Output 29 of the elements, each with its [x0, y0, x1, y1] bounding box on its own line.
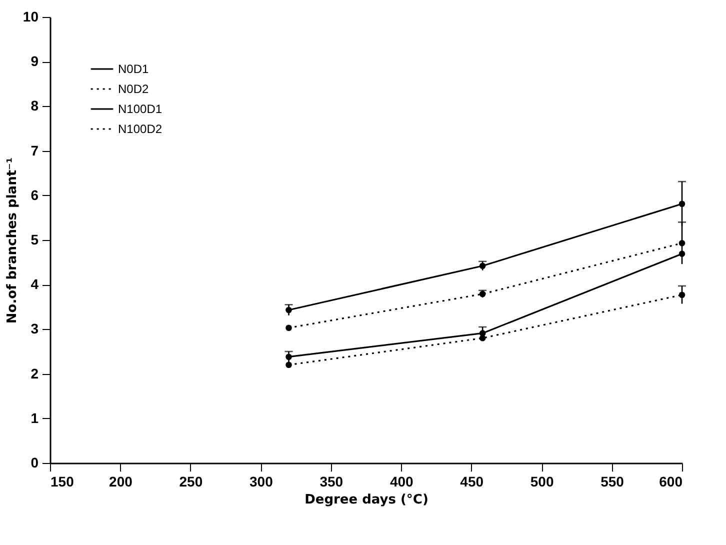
y-tick-label: 4	[30, 276, 39, 292]
x-tick-label: 550	[600, 474, 624, 490]
y-tick-label: 3	[30, 320, 39, 337]
y-tick-label: 10	[22, 8, 39, 24]
legend-label: N0D1	[118, 62, 150, 76]
y-tick-label: 1	[30, 410, 39, 426]
y-axis-title: No.of branches plant⁻¹	[4, 157, 20, 324]
legend-label: N100D2	[118, 122, 162, 136]
x-tick-label: 200	[109, 474, 133, 490]
y-tick-label: 8	[30, 98, 39, 114]
y-tick-label: 6	[30, 186, 39, 203]
x-tick-label: 350	[320, 474, 344, 490]
x-tick-label: 300	[249, 474, 274, 490]
legend-label: N0D2	[118, 82, 150, 96]
x-tick-label: 450	[460, 474, 484, 490]
legend-label: N100D1	[118, 102, 162, 116]
point	[286, 324, 292, 332]
y-tick-label: 7	[30, 142, 39, 158]
point	[286, 362, 292, 368]
y-tick-label: 2	[30, 365, 39, 382]
x-tick-label: 500	[530, 474, 554, 490]
y-tick-label: 5	[30, 232, 39, 248]
x-axis-title: Degree days (°C)	[304, 492, 428, 508]
x-tick-label: 150	[50, 474, 74, 490]
x-tick-label: 600	[659, 474, 683, 490]
y-tick-label: 0	[30, 454, 39, 470]
y-tick-label: 9	[30, 53, 39, 70]
x-tick-label: 400	[390, 474, 414, 490]
x-tick-label: 250	[179, 474, 203, 490]
